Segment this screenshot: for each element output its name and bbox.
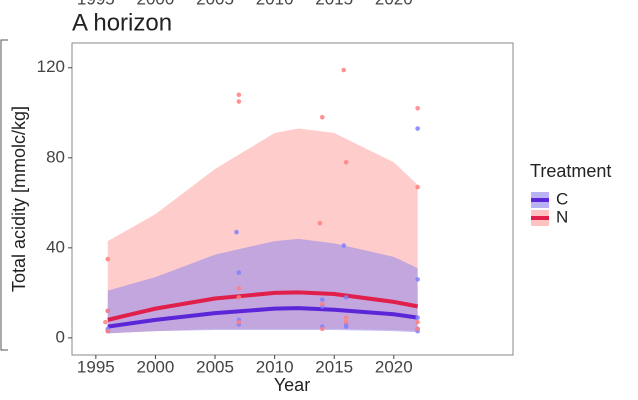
data-point bbox=[319, 326, 325, 332]
x-axis-label: Year bbox=[274, 375, 310, 395]
panel-border bbox=[71, 42, 514, 356]
data-point bbox=[105, 328, 111, 334]
data-point bbox=[343, 295, 349, 300]
fit-line bbox=[107, 306, 418, 329]
previous-panel-tick-label: 1995 bbox=[77, 0, 115, 8]
x-tick-label: 2020 bbox=[375, 357, 413, 376]
data-point bbox=[105, 308, 111, 314]
data-point bbox=[415, 184, 420, 190]
legend-label: C bbox=[556, 189, 568, 208]
data-point bbox=[234, 229, 239, 235]
y-tick-label: 80 bbox=[46, 147, 65, 166]
y-axis-label: Total acidity [mmolc/kg] bbox=[9, 106, 29, 292]
data-point bbox=[415, 326, 420, 332]
previous-panel-tick-label: 2015 bbox=[315, 0, 353, 8]
previous-panel-tick-label: 2000 bbox=[137, 0, 175, 8]
panel-bracket bbox=[0, 39, 8, 351]
data-point bbox=[415, 319, 420, 325]
data-point bbox=[236, 319, 242, 325]
x-tick-label: 2000 bbox=[137, 357, 175, 376]
fit-line bbox=[107, 290, 419, 322]
data-point bbox=[236, 92, 242, 98]
x-tick-label: 2015 bbox=[315, 357, 353, 376]
data-point bbox=[415, 105, 420, 111]
x-tick-label: 2005 bbox=[196, 357, 234, 376]
data-point bbox=[415, 277, 420, 282]
data-point bbox=[415, 315, 420, 320]
data-point bbox=[343, 315, 349, 320]
x-tick-label: 2010 bbox=[256, 357, 294, 376]
data-point bbox=[236, 270, 242, 275]
data-point bbox=[343, 319, 349, 325]
data-point bbox=[236, 286, 242, 291]
data-point bbox=[341, 243, 347, 248]
data-point bbox=[103, 319, 108, 325]
y-tick-label: 120 bbox=[37, 57, 65, 76]
plot-area bbox=[103, 67, 420, 334]
legend-label: N bbox=[556, 207, 568, 226]
data-point bbox=[341, 67, 347, 73]
previous-panel-tick-label: 2010 bbox=[256, 0, 294, 8]
data-point bbox=[319, 114, 325, 120]
data-point bbox=[319, 297, 325, 302]
chart-title: A horizon bbox=[72, 9, 172, 36]
x-tick-label: 1995 bbox=[77, 357, 115, 376]
data-point bbox=[236, 295, 242, 300]
data-point bbox=[236, 99, 242, 104]
data-point bbox=[343, 324, 349, 329]
legend-title: Treatment bbox=[530, 161, 611, 181]
previous-panel-tick-label: 2005 bbox=[196, 0, 234, 8]
data-point bbox=[415, 126, 420, 131]
data-point bbox=[343, 160, 349, 165]
y-tick-label: 0 bbox=[56, 327, 65, 346]
data-point bbox=[317, 220, 323, 226]
data-point bbox=[319, 301, 325, 307]
previous-panel-tick-label: 2020 bbox=[375, 0, 413, 8]
y-tick-label: 40 bbox=[46, 237, 65, 256]
data-point bbox=[105, 256, 111, 262]
